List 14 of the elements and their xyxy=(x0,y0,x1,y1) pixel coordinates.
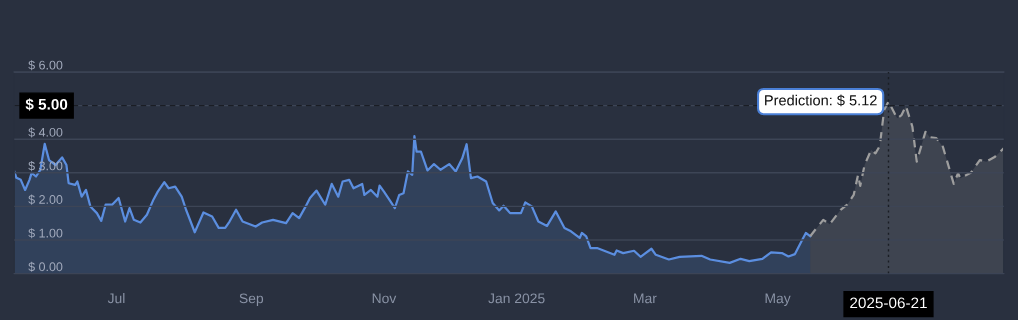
ref-line-label: 2025-06-21 xyxy=(850,297,927,309)
y-tick-label: $ 4.00 xyxy=(28,127,63,138)
y-tick-label: $ 2.00 xyxy=(28,194,63,205)
x-tick-label: Nov xyxy=(372,293,397,304)
x-tick-label: May xyxy=(765,293,791,306)
x-tick-label: Mar xyxy=(634,293,657,304)
y-tick-label: $ 1.00 xyxy=(28,228,63,239)
y-tick-label: $ 0.00 xyxy=(28,261,63,272)
y-tick-label: $ 6.00 xyxy=(28,60,63,71)
annotation: Prediction: $ 5.12 xyxy=(765,94,877,107)
x-tick-label: Sep xyxy=(239,293,264,306)
x-tick-label: Jul xyxy=(107,293,125,304)
x-tick-label: Jan 2025 xyxy=(488,293,545,304)
ref-line-label: $ 5.00 xyxy=(25,98,68,111)
